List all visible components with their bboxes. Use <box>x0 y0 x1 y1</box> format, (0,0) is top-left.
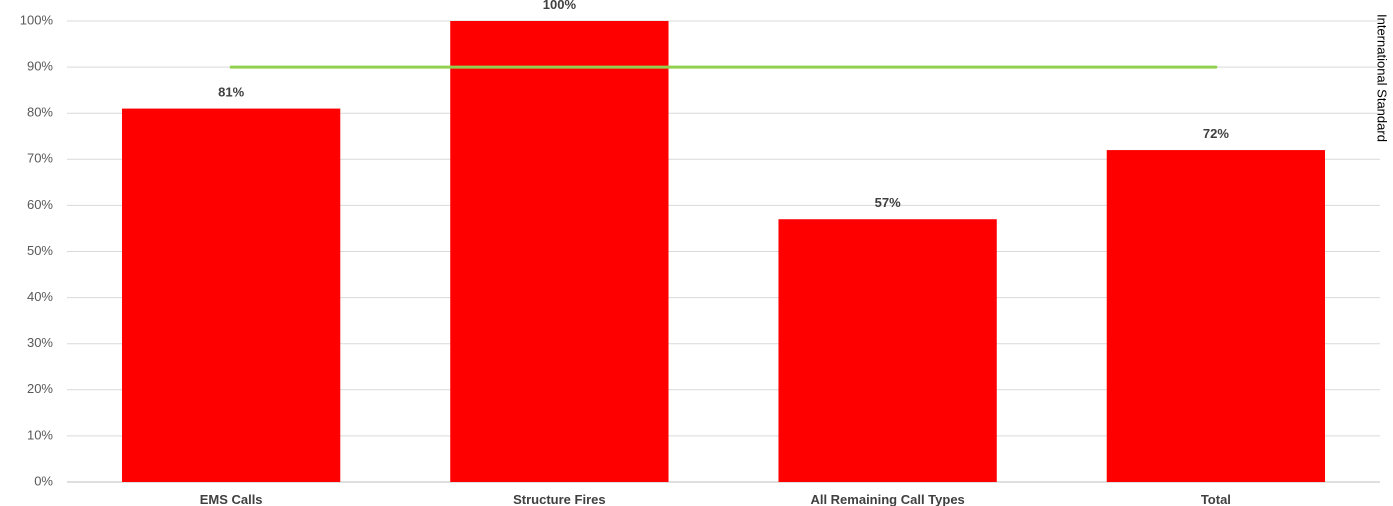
y-tick-label: 70% <box>27 151 53 166</box>
bars <box>121 21 1326 483</box>
y-axis: 0% 10% 20% 30% 40% 50% 60% 70% 80% 90% 100% <box>20 12 54 488</box>
y-tick-label: 80% <box>27 105 53 120</box>
data-labels: 81% 100% 57% 72% <box>218 0 1229 210</box>
data-label: 72% <box>1203 126 1229 141</box>
bar <box>121 108 341 482</box>
y-tick-label: 90% <box>27 59 53 74</box>
y-tick-label: 10% <box>27 427 53 442</box>
x-tick-label: All Remaining Call Types <box>810 492 964 506</box>
bar <box>778 219 997 483</box>
y-tick-label: 50% <box>27 243 53 258</box>
data-label: 81% <box>218 85 244 100</box>
data-label: 100% <box>543 0 577 12</box>
y-tick-label: 40% <box>27 289 53 304</box>
y-tick-label: 30% <box>27 335 53 350</box>
bar <box>1106 150 1326 482</box>
y-tick-label: 100% <box>20 12 54 27</box>
y-tick-label: 60% <box>27 197 53 212</box>
bar <box>450 21 669 482</box>
y-tick-label: 20% <box>27 381 53 396</box>
x-tick-label: EMS Calls <box>200 492 263 506</box>
x-tick-label: Total <box>1201 492 1231 506</box>
x-tick-label: Structure Fires <box>513 492 605 506</box>
reference-line-label: International Standard <box>1375 14 1390 142</box>
data-label: 57% <box>875 195 901 210</box>
y-tick-label: 0% <box>34 473 53 488</box>
x-axis: EMS Calls Structure Fires All Remaining Ca… <box>200 492 1231 506</box>
